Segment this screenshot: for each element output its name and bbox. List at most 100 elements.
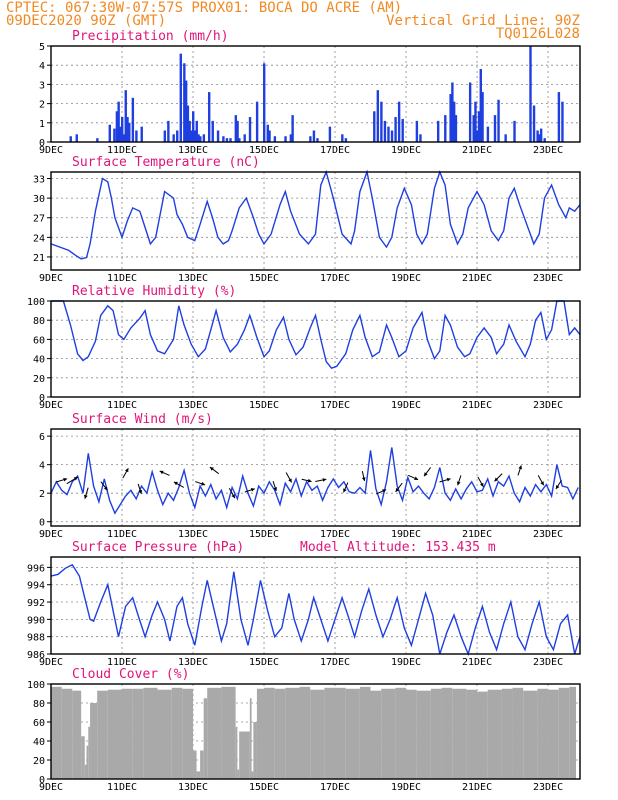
wind-arrowhead-14	[307, 478, 312, 483]
precip-bar-25	[190, 130, 193, 142]
cloud-bar-26	[251, 771, 254, 779]
cloud-bar-40	[395, 687, 407, 779]
cloud-xtick-label-1: 11DEC	[107, 782, 137, 793]
cloud-xtick-label-0: 9DEC	[39, 782, 63, 793]
precip-ytick-label-0: 0	[39, 138, 45, 149]
temp-title: Surface Temperature (nC)	[72, 155, 260, 170]
rh-ytick-label-3: 60	[33, 335, 45, 346]
precip-xtick-label-6: 21DEC	[462, 145, 492, 156]
wind-arrowhead-1	[73, 477, 78, 481]
rh-ytick-label-1: 20	[33, 374, 45, 385]
cloud-bar-51	[523, 690, 538, 779]
rh-panel: 0 20 40 60 80 100 9DEC 11DEC 13DEC 15DEC 17DEC 19DE…	[27, 284, 581, 411]
rh-ytick-label-0: 0	[39, 393, 45, 404]
precip-bar-8	[121, 117, 124, 142]
wind-arrowhead-22	[446, 477, 451, 482]
precip-title: Precipitation (mm/h)	[72, 29, 229, 44]
cloud-bar-38	[370, 690, 382, 779]
cloud-xtick-label-4: 17DEC	[320, 782, 350, 793]
precip-bar-12	[128, 122, 131, 142]
wind-arrowhead-0	[63, 477, 68, 482]
cloud-bar-44	[441, 687, 453, 779]
precip-bar-51	[309, 136, 312, 142]
pressure-title: Surface Pressure (hPa)	[72, 540, 244, 555]
precip-bar-40	[238, 138, 241, 142]
precip-xtick-label-3: 15DEC	[249, 145, 279, 156]
precip-bar-67	[419, 134, 422, 142]
precip-bar-63	[394, 117, 397, 142]
wind-arrowhead-2	[84, 494, 88, 499]
wind-arrowhead-23	[456, 481, 461, 486]
wind-title: Surface Wind (m/s)	[72, 412, 213, 427]
precip-bar-5	[115, 111, 119, 142]
precip-bar-79	[479, 69, 482, 142]
cloud-bar-45	[452, 688, 467, 779]
wind-arrowhead-5	[138, 489, 143, 494]
wind-xtick-label-1: 11DEC	[107, 529, 137, 540]
precip-bar-42	[248, 117, 252, 142]
precip-bar-4	[113, 128, 116, 142]
precip-bar-9	[122, 134, 126, 142]
precip-xtick-label-2: 13DEC	[178, 145, 208, 156]
wind-arrowhead-12	[273, 487, 277, 491]
precip-xtick-label-0: 9DEC	[39, 145, 63, 156]
pressure-ytick-label-1: 988	[27, 633, 45, 644]
temp-xtick-label-1: 11DEC	[107, 273, 137, 284]
pressure-ytick-label-5: 996	[27, 563, 45, 574]
precip-bar-65	[401, 118, 404, 142]
precip-bar-21	[183, 63, 186, 142]
wind-xtick-label-3: 15DEC	[249, 529, 279, 540]
precip-bar-26	[192, 111, 195, 142]
cloud-bar-8	[97, 690, 108, 779]
precip-ytick-label-5: 5	[39, 42, 45, 53]
cloud-bar-5	[86, 745, 89, 779]
precip-bar-16	[163, 130, 167, 142]
precip-bar-2	[96, 138, 99, 142]
wind-arrowhead-6	[159, 470, 164, 475]
header-station: CPTEC: 067:30W-07:57S PROX01: BOCA DO AC…	[6, 0, 402, 16]
cloud-xtick-label-5: 19DEC	[391, 782, 421, 793]
wind-arrowhead-27	[540, 481, 544, 486]
cloud-bar-42	[416, 690, 431, 779]
wind-arrowhead-18	[382, 489, 387, 493]
precip-bar-62	[390, 130, 394, 142]
wind-arrowhead-10	[231, 494, 235, 499]
precip-bar-91	[543, 138, 546, 142]
wind-arrowhead-26	[518, 465, 522, 470]
temp-xtick-label-7: 23DEC	[533, 273, 563, 284]
cloud-bar-41	[406, 689, 417, 779]
cloud-bar-30	[274, 688, 286, 779]
pressure-xtick-label-3: 15DEC	[249, 657, 279, 668]
cloud-bar-50	[512, 687, 524, 779]
rh-xtick-label-1: 11DEC	[107, 400, 137, 411]
precip-bar-57	[373, 111, 376, 142]
wind-arrowhead-28	[555, 485, 560, 489]
cloud-bar-47	[477, 691, 488, 779]
cloud-xtick-label-3: 15DEC	[249, 782, 279, 793]
precip-bar-6	[117, 101, 120, 142]
precip-bar-22	[184, 80, 188, 142]
precip-bar-46	[268, 130, 271, 142]
cloud-bar-23	[237, 769, 240, 779]
precip-bar-93	[561, 101, 564, 142]
precip-xtick-label-4: 17DEC	[320, 145, 350, 156]
wind-xtick-label-0: 9DEC	[39, 529, 63, 540]
rh-xtick-label-4: 17DEC	[320, 400, 350, 411]
precip-bar-89	[538, 134, 541, 142]
wind-ytick-label-0: 0	[39, 518, 45, 529]
precip-bar-56	[344, 138, 348, 142]
precip-bar-85	[513, 120, 516, 142]
cloud-bar-19	[203, 698, 208, 779]
wind-arrowhead-9	[209, 467, 214, 471]
precip-bar-83	[497, 99, 500, 142]
pressure-xtick-label-7: 23DEC	[533, 657, 563, 668]
cloud-bar-4	[84, 764, 87, 779]
pressure-ytick-label-3: 992	[27, 598, 45, 609]
cloud-bar-48	[487, 689, 502, 779]
temp-ytick-label-0: 21	[33, 253, 45, 264]
rh-xtick-label-5: 19DEC	[391, 400, 421, 411]
temp-xtick-label-0: 9DEC	[39, 273, 63, 284]
precip-bar-84	[504, 134, 507, 142]
precip-frame	[50, 45, 581, 143]
precip-bar-38	[234, 115, 238, 142]
